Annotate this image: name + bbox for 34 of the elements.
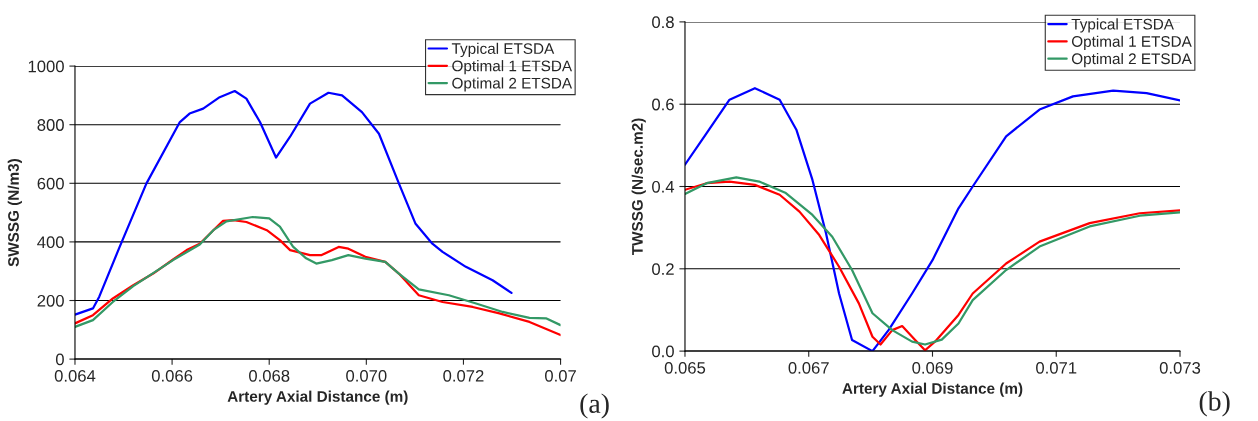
x-tick-label: 0.067 [788,361,829,374]
y-tick-label: 800 [37,119,64,131]
x-axis-title: Artery Axial Distance (m) [227,390,408,405]
y-axis-title: TWSSG (N/sec.m2) [631,118,646,256]
x-axis-title: Artery Axial Distance (m) [842,382,1023,397]
x-tick-label: 0.065 [664,361,706,374]
text: (a) [580,393,609,419]
y-tick-label: 400 [37,236,64,249]
text: (b) [1199,391,1230,417]
legend-label: Optimal 1 ETSDA [452,60,573,75]
legend-label: Optimal 2 ETSDA [452,77,573,92]
legend-label: Optimal 1 ETSDA [1071,35,1192,50]
y-axis-title: SWSSG (N/m3) [7,159,22,267]
x-tick-label: 0.072 [443,369,484,382]
y-tick-label: 600 [37,177,64,190]
y-tick-label: 0.2 [652,263,674,276]
x-tick-label: 0.071 [1036,361,1077,374]
x-tick-label: 0.07 [545,369,576,382]
x-tick-label: 0.069 [912,361,953,374]
x-tick-label: 0.073 [1159,361,1201,374]
y-tick-label: 0.6 [652,98,674,111]
y-tick-label: 0.0 [652,345,674,358]
legend-label: Typical ETSDA [451,42,555,58]
x-tick-label: 0.068 [249,369,290,382]
legend-label: Optimal 2 ETSDA [1071,52,1192,68]
y-tick-label: 0.8 [652,16,674,29]
y-tick-label: 0 [55,353,64,366]
y-tick-label: 200 [37,294,64,307]
x-tick-label: 0.070 [346,369,387,382]
y-tick-label: 1000 [28,60,64,73]
x-tick-label: 0.064 [54,369,96,382]
y-tick-label: 0.4 [652,180,675,193]
x-tick-label: 0.066 [151,369,193,382]
legend-label: Typical ETSDA [1071,18,1174,33]
